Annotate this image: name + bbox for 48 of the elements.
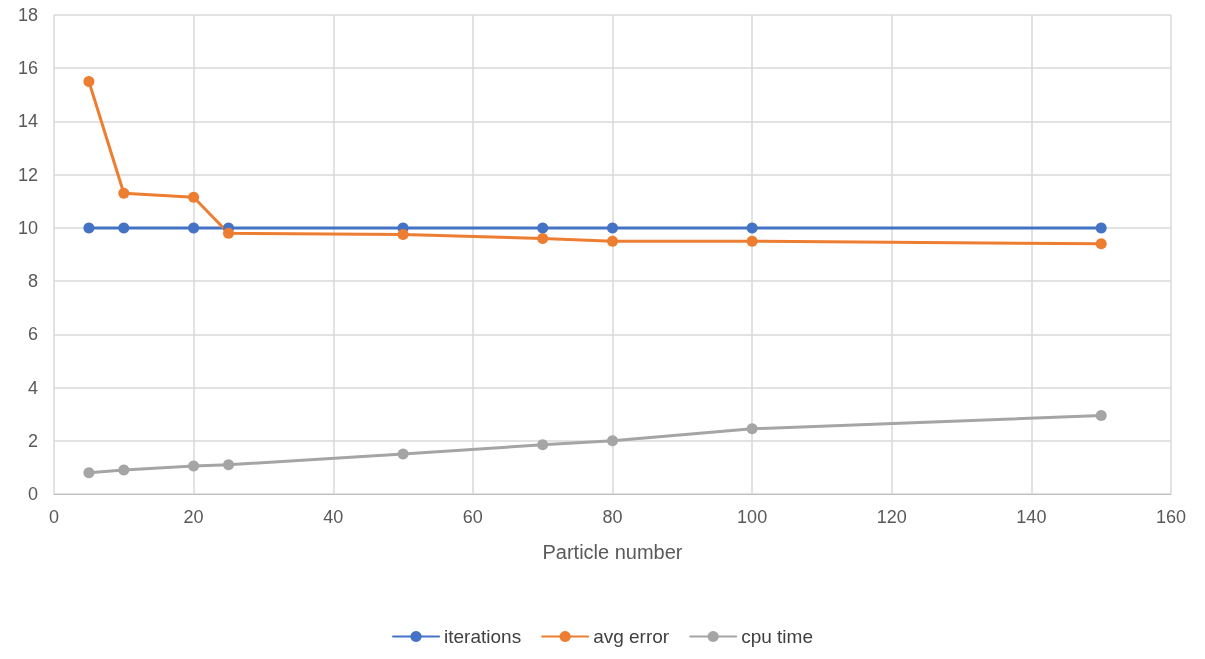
y-tick-label: 6 <box>27 324 38 345</box>
point <box>188 222 200 234</box>
point <box>118 222 130 234</box>
point <box>188 460 200 472</box>
point <box>223 459 235 471</box>
y-tick-label: 14 <box>17 111 38 132</box>
point <box>537 439 549 451</box>
y-tick-label: 0 <box>27 484 38 504</box>
x-tick-label: 60 <box>462 507 483 527</box>
y-tick-label: 18 <box>17 5 38 25</box>
point <box>188 191 200 203</box>
y-tick-label: 12 <box>17 164 38 185</box>
point <box>746 222 758 234</box>
point <box>397 448 409 460</box>
x-tick-label: 120 <box>876 507 907 527</box>
x-tick-label: 140 <box>1016 507 1047 527</box>
legend-label: iterations <box>444 626 522 647</box>
y-tick-label: 8 <box>27 271 38 292</box>
point <box>537 233 549 245</box>
point <box>397 229 409 241</box>
point <box>223 227 235 239</box>
point <box>83 467 95 479</box>
x-tick-label: 20 <box>183 507 204 527</box>
x-axis-title: Particle number <box>542 541 683 563</box>
point <box>1095 238 1107 250</box>
point <box>1095 410 1107 421</box>
point <box>537 222 549 234</box>
point <box>746 423 758 435</box>
y-tick-label: 2 <box>27 430 38 451</box>
x-tick-label: 40 <box>323 507 344 527</box>
x-tick-label: 80 <box>602 507 623 527</box>
point <box>83 222 95 234</box>
point <box>607 235 618 247</box>
y-tick-label: 16 <box>17 58 38 79</box>
point <box>1095 222 1107 234</box>
point <box>607 222 618 234</box>
legend-label: avg error <box>593 626 670 647</box>
point <box>746 235 758 247</box>
y-tick-label: 4 <box>27 377 38 398</box>
y-tick-label: 10 <box>17 217 38 238</box>
point <box>83 76 95 88</box>
x-tick-label: 160 <box>1155 507 1187 527</box>
point <box>118 187 130 199</box>
x-tick-label: 0 <box>48 507 60 527</box>
point <box>118 464 130 476</box>
x-tick-label: 100 <box>737 507 768 527</box>
legend-label: cpu time <box>741 626 813 647</box>
point <box>607 435 618 447</box>
